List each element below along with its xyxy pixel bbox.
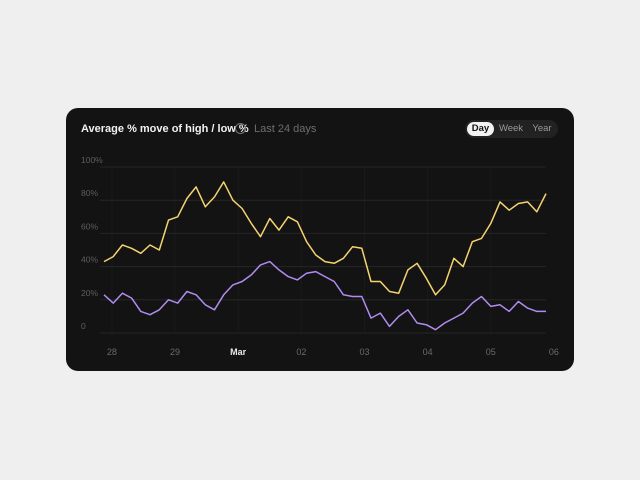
y-tick-label: 0 <box>81 321 86 331</box>
range-year-button[interactable]: Year <box>532 123 552 134</box>
line-chart: 28 29 Mar 02 03 04 05 06 0 20% 40% 60% 80% 100% <box>81 155 559 357</box>
series-line-2 <box>103 260 546 331</box>
x-tick-label: 04 <box>423 347 433 357</box>
y-tick-label: 60% <box>81 221 98 231</box>
x-tick-label: 28 <box>107 347 117 357</box>
series-line-1 <box>103 181 547 296</box>
x-tick-label: 03 <box>359 347 369 357</box>
x-tick-label: 29 <box>170 347 180 357</box>
chart-subtitle: Last 24 days <box>254 123 317 135</box>
x-tick-label: Mar <box>230 347 247 357</box>
x-tick-label: 02 <box>296 347 306 357</box>
range-week-button[interactable]: Week <box>498 123 524 134</box>
range-day-button[interactable]: Day <box>467 122 494 136</box>
x-tick-label: 06 <box>549 347 559 357</box>
info-icon[interactable]: i <box>235 123 246 134</box>
y-tick-label: 20% <box>81 288 98 298</box>
chart-title: Average % move of high / low % <box>81 123 249 135</box>
y-tick-label: 100% <box>81 155 103 165</box>
y-tick-label: 80% <box>81 188 98 198</box>
y-tick-label: 40% <box>81 255 98 265</box>
range-toggle: Day Week Year <box>465 120 558 138</box>
x-tick-label: 05 <box>486 347 496 357</box>
chart-card: Average % move of high / low % i Last 24… <box>66 108 574 371</box>
